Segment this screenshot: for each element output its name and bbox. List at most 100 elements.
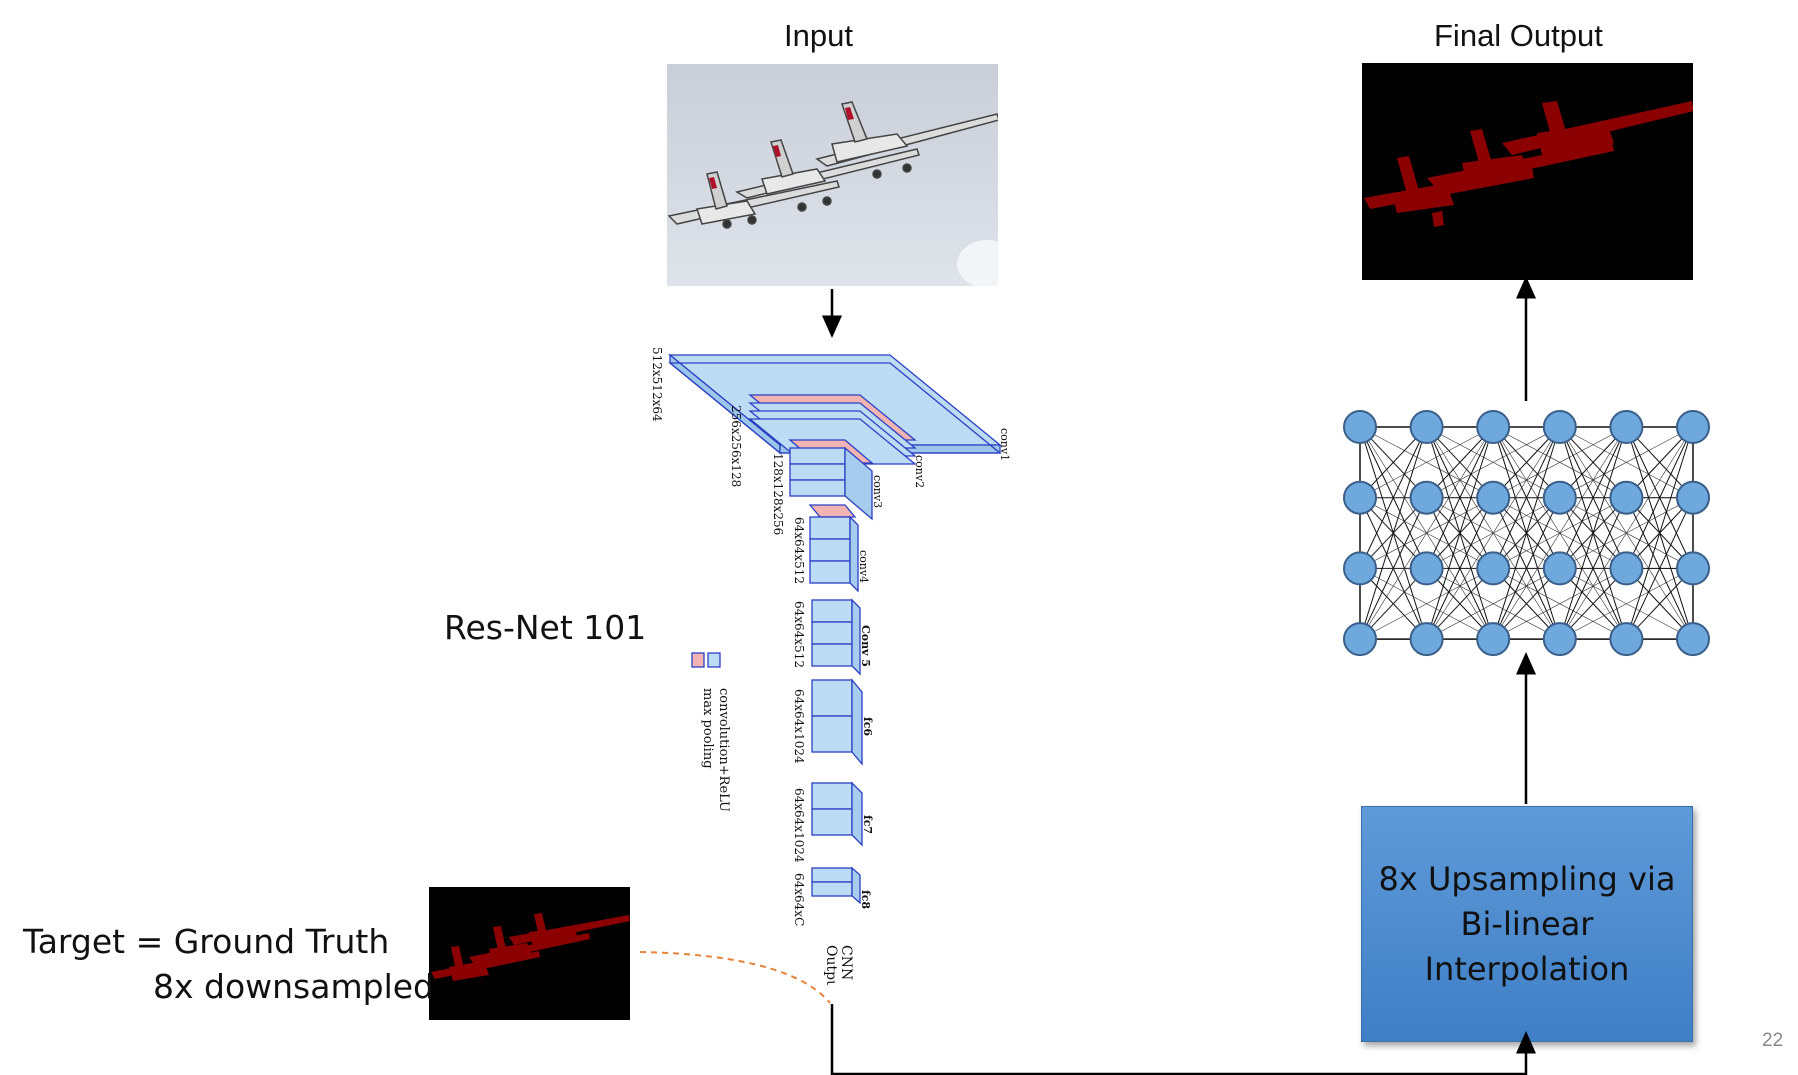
- nn-node: [1343, 551, 1377, 586]
- dim-label: 64x64x1024: [792, 788, 806, 863]
- nn-node: [1409, 410, 1444, 444]
- layer-conv2: [748, 394, 917, 465]
- nn-edge: [1492, 426, 1561, 640]
- dim-label: 64x64x512: [792, 517, 806, 584]
- target-image: [429, 887, 630, 1020]
- upsampling-line-2: Bi-linear: [1460, 904, 1594, 943]
- nn-nodes: [1343, 410, 1710, 657]
- upsampling-box: 8x Upsampling via Bi-linear Interpolatio…: [1361, 806, 1693, 1042]
- dim-label: 256x256x128: [729, 405, 743, 487]
- nn-edge: [1426, 497, 1494, 640]
- nn-edge: [1492, 497, 1561, 640]
- nn-node: [1476, 410, 1511, 444]
- final-output-title: Final Output: [1434, 18, 1603, 53]
- nn-edge: [1625, 426, 1694, 640]
- layer-name: conv1: [998, 428, 1011, 461]
- layer-name: conv2: [913, 455, 926, 488]
- nn-edge: [1559, 426, 1627, 640]
- airplane-mask-icon: [1364, 101, 1693, 227]
- dim-label: 64x64x512: [792, 601, 806, 668]
- upsampling-line-3: Interpolation: [1424, 949, 1630, 988]
- target-label-line1: Target = Ground Truth: [23, 922, 390, 961]
- nn-node: [1676, 551, 1710, 586]
- nn-node: [1609, 480, 1644, 515]
- nn-node: [1542, 480, 1577, 515]
- nn-node: [1542, 551, 1577, 586]
- nn-border: [1359, 426, 1694, 640]
- legend-pool-label: max pooling: [700, 688, 715, 769]
- layer-fc8: [811, 866, 861, 905]
- nn-edge: [1559, 426, 1694, 498]
- nn-edge: [1359, 426, 1494, 498]
- target-label-line2: 8x downsampled: [153, 967, 434, 1006]
- airplane-mask-icon: [431, 913, 630, 981]
- nn-edge: [1559, 568, 1694, 640]
- nn-node: [1409, 622, 1444, 657]
- layer-name: Conv 5: [859, 625, 872, 667]
- nn-node: [1542, 622, 1577, 657]
- nn-node: [1409, 551, 1444, 586]
- dim-label: 64x64xC: [792, 873, 806, 926]
- dim-label: 512x512x64: [650, 347, 664, 422]
- nn-node: [1343, 480, 1377, 515]
- nn-edges: [1359, 426, 1694, 640]
- input-image: [667, 64, 998, 286]
- nn-node: [1676, 622, 1710, 657]
- layer-name: fc6: [861, 717, 874, 736]
- cnn-output-label-line2: Output: [823, 945, 839, 985]
- nn-edge: [1559, 497, 1627, 640]
- legend-swatches: [691, 652, 721, 668]
- input-title: Input: [784, 18, 853, 53]
- nn-node: [1676, 480, 1710, 515]
- nn-node: [1609, 622, 1644, 657]
- nn-edge: [1493, 426, 1627, 498]
- nn-node: [1542, 410, 1577, 444]
- airplane-icon: [667, 101, 998, 229]
- dim-label: 64x64x1024: [792, 689, 806, 764]
- layer-name: fc7: [861, 815, 874, 834]
- nn-node: [1343, 410, 1377, 444]
- nn-edge: [1426, 426, 1494, 569]
- nn-edge: [1493, 568, 1627, 640]
- layer-conv5: [811, 598, 861, 676]
- layer-fc6: [811, 678, 863, 766]
- layer-conv4: [808, 504, 859, 593]
- legend-conv-label: convolution+ReLU: [716, 688, 731, 812]
- page-number: 22: [1762, 1030, 1784, 1051]
- upsampling-line-1: 8x Upsampling via: [1378, 859, 1676, 898]
- nn-edge: [1359, 568, 1494, 640]
- neural-network: [1343, 410, 1710, 657]
- nn-edge: [1625, 426, 1694, 569]
- cnn-architecture: 512x512x64 256x256x128 128x128x256 64x64…: [650, 347, 1011, 985]
- layer-conv3: [788, 439, 874, 521]
- nn-edge: [1426, 426, 1561, 640]
- layer-name: conv4: [857, 550, 870, 583]
- nn-node: [1476, 480, 1511, 515]
- cnn-to-box-connector: [830, 1004, 1536, 1075]
- nn-node: [1409, 480, 1444, 515]
- nn-edge: [1492, 426, 1627, 640]
- nn-edge: [1559, 426, 1694, 640]
- dashed-target-link: [639, 951, 831, 1004]
- nn-edge: [1559, 426, 1627, 569]
- dim-label: 128x128x256: [771, 453, 785, 535]
- layer-name: fc8: [859, 890, 872, 909]
- nn-node: [1476, 622, 1511, 657]
- nn-edge: [1492, 426, 1561, 569]
- cnn-output-label-line1: CNN: [838, 945, 854, 980]
- nn-edge: [1359, 426, 1428, 569]
- nn-edge: [1426, 426, 1494, 640]
- nn-edge: [1426, 426, 1560, 498]
- nn-edge: [1359, 426, 1494, 640]
- layer-name: conv3: [871, 475, 884, 508]
- nn-edge: [1625, 497, 1694, 640]
- final-output-image: [1362, 63, 1693, 280]
- nn-edge: [1359, 497, 1428, 640]
- nn-node: [1676, 410, 1710, 444]
- layer-fc7: [811, 781, 863, 847]
- nn-edge: [1359, 426, 1428, 640]
- nn-node: [1609, 551, 1644, 586]
- nn-node: [1343, 622, 1377, 657]
- nn-edge: [1426, 568, 1560, 640]
